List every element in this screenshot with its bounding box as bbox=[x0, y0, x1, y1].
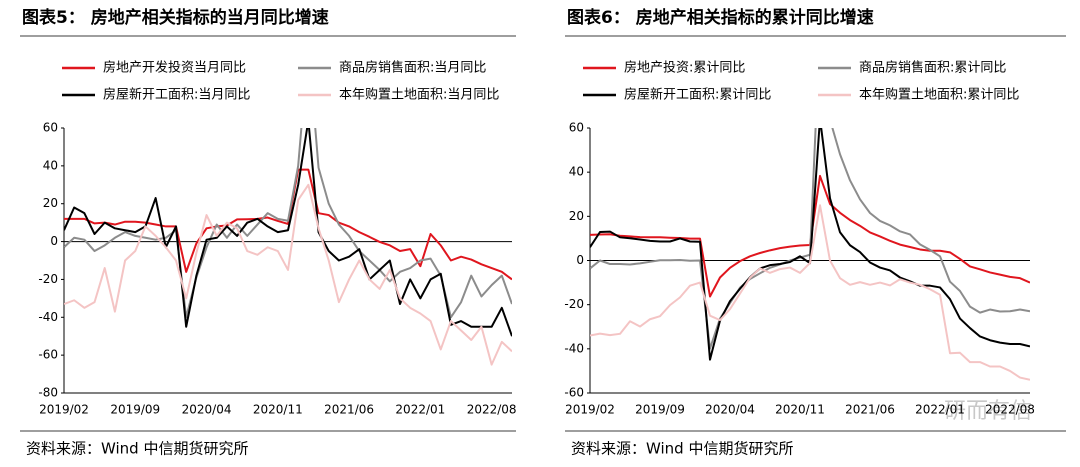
x-tick-label: 2022/08 bbox=[467, 403, 517, 417]
series-line bbox=[590, 204, 1030, 381]
series-line bbox=[64, 168, 512, 281]
watermark: 研而有信 bbox=[944, 399, 1032, 424]
y-tick-label: -40 bbox=[564, 341, 584, 355]
x-tick-label: 2019/02 bbox=[39, 403, 89, 417]
y-tick-label: 20 bbox=[569, 209, 584, 223]
y-tick-label: 20 bbox=[43, 196, 58, 210]
y-tick-label: 60 bbox=[569, 121, 584, 135]
y-tick-label: -80 bbox=[38, 386, 58, 400]
source-note: 资料来源：Wind 中信期货研究所 bbox=[571, 440, 793, 458]
y-tick-label: -60 bbox=[564, 386, 584, 400]
y-tick-label: -20 bbox=[564, 297, 584, 311]
x-tick-label: 2019/09 bbox=[110, 403, 160, 417]
legend-label: 商品房销售面积:当月同比 bbox=[339, 60, 486, 76]
y-tick-label: 40 bbox=[569, 165, 584, 179]
y-tick-label: -20 bbox=[38, 272, 58, 286]
y-tick-label: 0 bbox=[50, 234, 58, 248]
y-tick-label: -40 bbox=[38, 310, 58, 324]
chart-title: 图表5： 房地产相关指标的当月同比增速 bbox=[22, 7, 329, 28]
legend-label: 房屋新开工面积:当月同比 bbox=[103, 87, 250, 103]
source-note: 资料来源：Wind 中信期货研究所 bbox=[26, 440, 248, 458]
plot-lines bbox=[590, 128, 1030, 381]
plot-lines bbox=[64, 128, 512, 366]
y-tick-label: 0 bbox=[576, 253, 584, 267]
x-tick-label: 2019/02 bbox=[565, 403, 615, 417]
legend-label: 房地产开发投资当月同比 bbox=[103, 60, 246, 76]
series-line bbox=[64, 128, 512, 337]
x-tick-label: 2020/11 bbox=[253, 403, 303, 417]
legend-label: 本年购置土地面积:累计同比 bbox=[859, 87, 1019, 103]
y-tick-label: 60 bbox=[43, 121, 58, 135]
x-tick-label: 2021/06 bbox=[324, 403, 374, 417]
x-tick-label: 2022/08 bbox=[985, 403, 1035, 417]
legend-label: 房地产投资:累计同比 bbox=[624, 60, 745, 76]
x-tick-label: 2021/06 bbox=[845, 403, 895, 417]
y-tick-label: 40 bbox=[43, 158, 58, 172]
chart-title: 图表6： 房地产相关指标的累计同比增速 bbox=[567, 7, 874, 28]
x-tick-label: 2020/04 bbox=[182, 403, 232, 417]
series-line bbox=[64, 183, 512, 366]
x-tick-label: 2019/09 bbox=[635, 403, 685, 417]
x-tick-label: 2022/01 bbox=[395, 403, 445, 417]
legend-label: 本年购置土地面积:当月同比 bbox=[339, 87, 499, 103]
x-tick-label: 2022/01 bbox=[915, 403, 965, 417]
x-tick-label: 2020/04 bbox=[705, 403, 755, 417]
series-line bbox=[64, 128, 512, 319]
y-tick-label: -60 bbox=[38, 348, 58, 362]
series-line bbox=[590, 128, 1030, 350]
x-tick-label: 2020/11 bbox=[775, 403, 825, 417]
legend-label: 商品房销售面积:累计同比 bbox=[859, 60, 1006, 76]
legend-label: 房屋新开工面积:累计同比 bbox=[624, 87, 771, 103]
